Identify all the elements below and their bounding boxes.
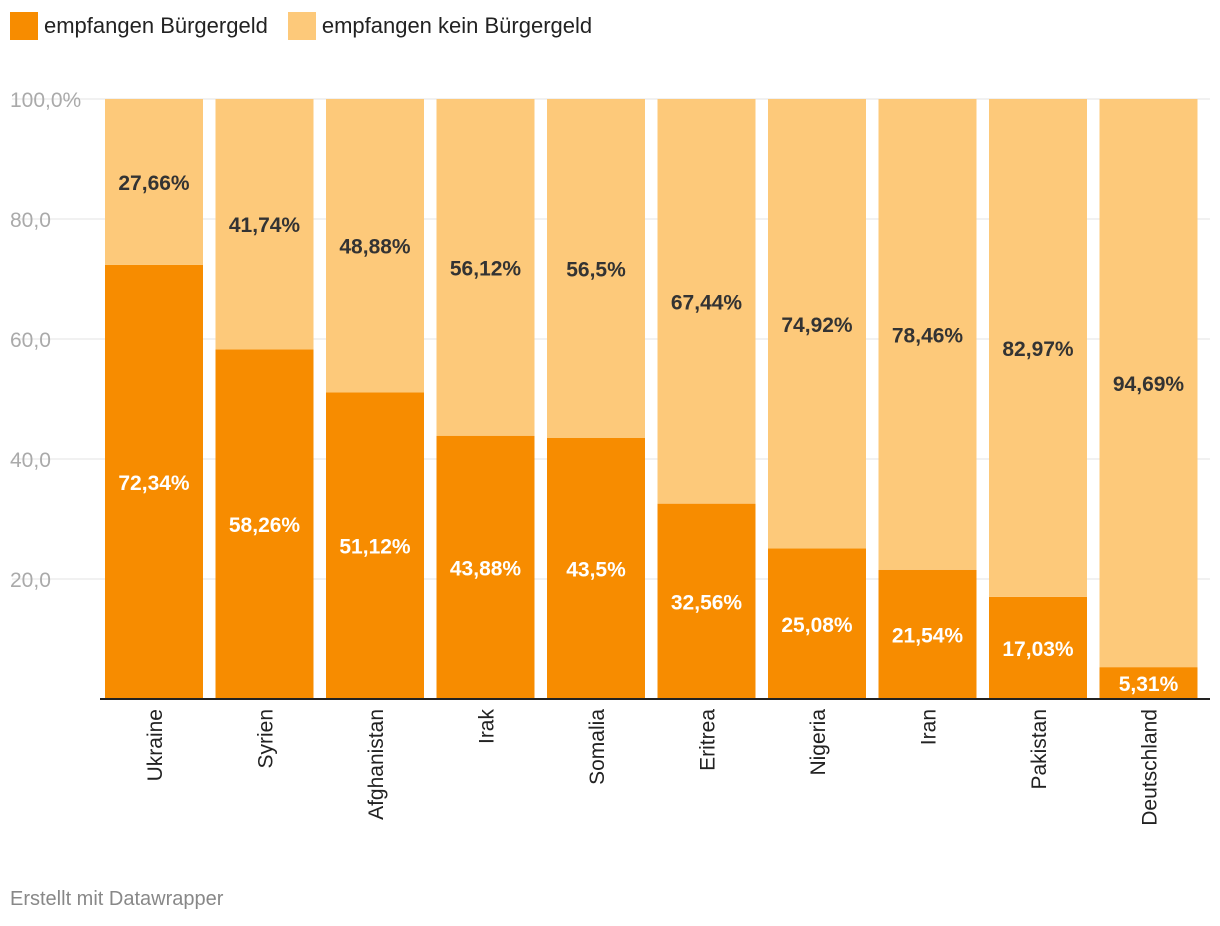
data-label: 82,97% [1002, 338, 1074, 361]
data-label: 25,08% [781, 614, 853, 637]
y-tick-label: 80,0 [10, 209, 51, 232]
bar-segment [878, 569, 977, 699]
legend-item-buergergeld: empfangen Bürgergeld [10, 12, 268, 40]
x-tick-label: Syrien [255, 709, 278, 769]
bar-segment [878, 99, 977, 570]
x-tick-label: Afghanistan [365, 709, 388, 820]
data-label: 17,03% [1002, 638, 1074, 661]
data-label: 58,26% [229, 514, 301, 537]
legend-swatch-kein-buergergeld [287, 12, 316, 40]
data-label: 43,5% [566, 559, 626, 582]
data-label: 56,12% [450, 257, 522, 280]
data-label: 78,46% [892, 324, 964, 347]
data-label: 94,69% [1113, 373, 1185, 396]
legend-label-kein-buergergeld: empfangen kein Bürgergeld [321, 13, 593, 38]
data-label: 27,66% [118, 172, 190, 195]
bar-segment [1099, 99, 1198, 668]
legend-item-kein-buergergeld: empfangen kein Bürgergeld [287, 12, 593, 40]
y-tick-label: 40,0 [10, 449, 51, 472]
bar-segment [768, 548, 866, 699]
legend-swatch-buergergeld [10, 12, 38, 40]
data-label: 5,31% [1119, 673, 1179, 696]
x-tick-label: Somalia [586, 709, 609, 785]
legend-label-buergergeld: empfangen Bürgergeld [44, 13, 268, 38]
bar-segment [1099, 667, 1198, 699]
bar-segment [657, 99, 756, 504]
data-label: 67,44% [671, 291, 743, 314]
bar-segment [547, 438, 645, 699]
bar-segment [105, 99, 203, 265]
data-label: 48,88% [339, 236, 411, 259]
x-tick-label: Nigeria [807, 709, 830, 776]
x-tick-label: Ukraine [144, 709, 167, 781]
data-label: 74,92% [781, 314, 853, 337]
legend: empfangen Bürgergeld empfangen kein Bürg… [10, 12, 612, 40]
bar-segment [326, 392, 424, 699]
y-tick-label: 20,0 [10, 569, 51, 592]
x-tick-label: Irak [476, 709, 499, 745]
x-tick-label: Eritrea [697, 709, 720, 771]
x-tick-label: Iran [918, 709, 941, 745]
bar-segment [436, 435, 535, 699]
data-label: 43,88% [450, 557, 522, 580]
bar-segment [436, 99, 535, 436]
bar-segment [105, 264, 203, 699]
data-label: 21,54% [892, 624, 964, 647]
bar-segment [215, 99, 314, 350]
data-label: 56,5% [566, 259, 626, 282]
footer-credit: Erstellt mit Datawrapper [10, 888, 224, 910]
bar-segment [657, 503, 756, 699]
bar-segment [989, 596, 1087, 699]
stacked-bar-chart: 20,0 40,0 60,0 80,0 100,0% 72,34% 27,66% Ukrain… [10, 89, 1210, 826]
data-label: 41,74% [229, 214, 301, 237]
x-tick-label: Deutschland [1139, 709, 1162, 826]
bar-segment [547, 99, 645, 438]
bar-segment [768, 99, 866, 549]
data-label: 72,34% [118, 472, 190, 495]
data-label: 32,56% [671, 591, 743, 614]
x-tick-label: Pakistan [1028, 709, 1051, 790]
y-tick-label: 100,0% [10, 89, 81, 112]
y-tick-label: 60,0 [10, 329, 51, 352]
bar-segment [326, 99, 424, 393]
data-label: 51,12% [339, 536, 411, 559]
bar-segment [215, 349, 314, 699]
bar-segment [989, 99, 1087, 597]
